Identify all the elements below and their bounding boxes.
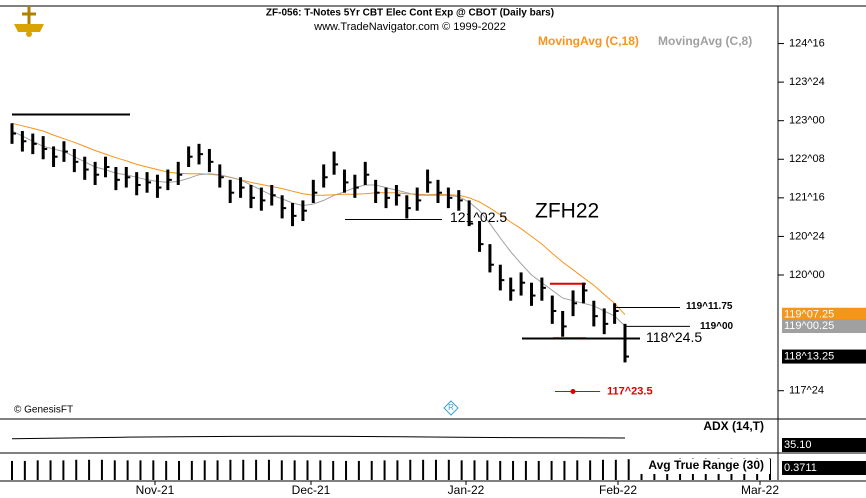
logo [14,6,44,37]
symbol-label: ZFH22 [535,200,599,223]
atr-name: Avg True Range (30) [648,458,764,472]
moving-average [11,122,626,316]
x-tick-label: Nov-21 [136,483,175,497]
y-tick-label: 120^00 [789,269,825,281]
x-tick-label: Mar-22 [741,483,779,497]
adx-tag-label: 35.10 [784,439,812,451]
y-tick-label: 123^00 [789,115,825,127]
adx-line [11,435,626,440]
annotation-label: 118^24.5 [646,329,702,345]
y-tick-label: 120^24 [789,230,825,242]
adx-tag [782,438,866,452]
atr-tag [782,461,866,475]
annotation-label: 117^23.5 [607,385,653,397]
price-tag [782,349,866,364]
watermark: © GenesisFT [14,405,73,416]
price-tag [782,307,866,322]
price-tag-label: 118^13.25 [784,350,834,362]
price-tag-label: 119^00.25 [784,320,834,332]
y-tick-label: 124^16 [789,37,825,49]
annotation-dot [570,389,576,395]
legend-entry: MovingAvg (C,8) [658,34,752,48]
y-tick-label: 117^24 [789,385,824,397]
legend-entry: MovingAvg (C,18) [538,34,639,48]
annotation-label: 119^11.75 [686,301,733,312]
chart-subtitle: www.TradeNavigator.com © 1999-2022 [313,21,506,33]
r-icon: R [443,400,459,416]
chart-title: ZF-056: T-Notes 5Yr CBT Elec Cont Exp @ … [266,8,554,19]
atr-label-bg [630,459,770,474]
svg-text:R: R [448,403,454,412]
x-tick-label: Jan-22 [448,483,485,497]
moving-average [11,130,626,327]
x-tick-label: Dec-21 [292,483,331,497]
y-tick-label: 122^08 [789,153,825,165]
y-tick-label: 121^16 [789,192,825,204]
annotation-label: 119^00 [700,321,734,332]
price-tag [782,319,866,334]
annotation-label: 121^02.5 [450,209,507,225]
x-tick-label: Feb-22 [599,483,637,497]
price-tag-label: 119^07.25 [784,309,834,321]
y-tick-label: 123^24 [789,76,825,88]
atr-tag-label: 0.3711 [784,462,817,474]
adx-name: ADX (14,T) [703,419,764,433]
